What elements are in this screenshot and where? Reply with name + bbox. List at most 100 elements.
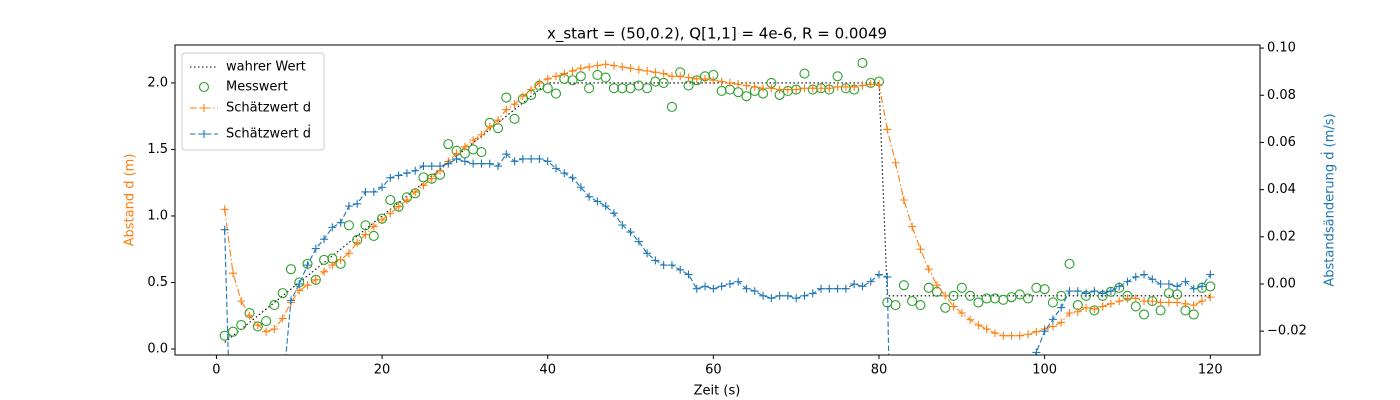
legend-entry: wahrer Wert	[190, 60, 306, 75]
marker	[981, 293, 992, 304]
marker	[1131, 272, 1140, 281]
marker	[510, 157, 519, 166]
marker	[494, 116, 503, 125]
marker	[684, 73, 693, 82]
marker	[550, 88, 562, 99]
marker	[600, 72, 611, 83]
marker	[709, 76, 718, 85]
marker	[609, 61, 618, 70]
marker	[568, 66, 577, 75]
marker	[883, 272, 892, 281]
marker	[1082, 303, 1091, 312]
marker	[295, 279, 304, 288]
marker	[891, 158, 900, 167]
marker	[609, 209, 618, 218]
marker	[518, 154, 527, 163]
marker	[426, 173, 437, 184]
marker	[551, 72, 560, 81]
marker	[1007, 331, 1016, 340]
marker	[369, 187, 378, 196]
marker	[875, 80, 884, 89]
y2-tick-label: −0.02	[1267, 324, 1307, 339]
marker	[219, 330, 230, 341]
marker	[1164, 298, 1173, 307]
marker	[443, 139, 454, 150]
x-tick-label: 80	[871, 363, 888, 378]
series-line	[224, 82, 1211, 343]
marker	[651, 68, 660, 77]
marker	[1023, 293, 1034, 304]
marker	[502, 105, 511, 114]
marker	[277, 288, 288, 299]
marker	[792, 294, 801, 303]
y-tick-label: 0.5	[147, 275, 168, 290]
marker	[999, 331, 1008, 340]
marker	[560, 69, 569, 78]
marker	[220, 205, 229, 214]
marker	[319, 254, 330, 265]
marker	[1014, 289, 1025, 300]
marker	[476, 147, 487, 158]
marker	[800, 84, 809, 93]
marker	[593, 61, 602, 70]
marker	[617, 83, 628, 94]
marker	[385, 194, 396, 206]
marker	[542, 83, 553, 94]
marker	[767, 84, 776, 93]
marker	[608, 83, 620, 94]
marker	[469, 136, 478, 145]
marker	[1189, 301, 1198, 310]
marker	[989, 293, 1001, 304]
marker	[1173, 298, 1182, 307]
marker	[759, 84, 768, 93]
marker	[584, 83, 595, 94]
marker	[684, 270, 693, 279]
x-tick-label: 20	[374, 363, 391, 378]
marker	[278, 314, 287, 323]
marker	[452, 154, 461, 163]
marker	[527, 154, 536, 163]
marker	[576, 183, 585, 192]
marker	[303, 261, 312, 270]
marker	[369, 222, 378, 231]
y-axis-label: Abstand d (m)	[123, 154, 138, 247]
marker	[1115, 282, 1124, 291]
marker	[1024, 330, 1033, 339]
marker	[974, 321, 983, 330]
marker	[320, 235, 329, 244]
marker	[436, 162, 445, 171]
marker	[560, 169, 569, 178]
marker	[1189, 284, 1198, 293]
marker	[262, 327, 271, 336]
marker	[759, 291, 768, 300]
marker	[908, 222, 917, 231]
marker	[1123, 277, 1132, 286]
marker	[1188, 309, 1199, 320]
marker	[353, 199, 362, 208]
legend-label: Schätzwert d	[226, 101, 311, 116]
chart-title: x_start = (50,0.2), Q[1,1] = 4e-6, R = 0…	[547, 25, 887, 44]
marker	[261, 316, 272, 327]
marker	[585, 62, 594, 71]
marker	[957, 309, 966, 318]
marker	[311, 275, 320, 284]
marker	[825, 284, 834, 293]
marker	[701, 282, 710, 291]
y2-tick-label: 0.02	[1267, 229, 1296, 244]
marker	[310, 274, 321, 285]
marker	[286, 296, 295, 305]
marker	[518, 92, 527, 101]
axes-frame	[174, 44, 1261, 356]
marker	[1106, 299, 1115, 308]
marker	[916, 245, 925, 254]
marker	[343, 220, 354, 231]
x-axis-label: Zeit (s)	[694, 384, 741, 399]
marker	[825, 84, 834, 93]
marker	[1048, 322, 1057, 331]
marker	[427, 174, 436, 183]
y2-tick-label: 0.06	[1267, 135, 1296, 150]
marker	[1206, 270, 1215, 279]
x-tick-label: 60	[705, 363, 722, 378]
marker	[841, 284, 850, 293]
